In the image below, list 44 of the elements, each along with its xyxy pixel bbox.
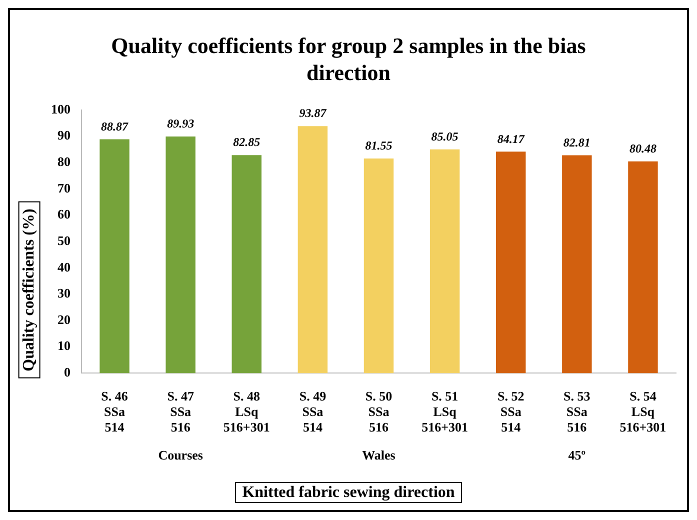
x-tick-label: S. 50 SSa 516 [365,388,392,435]
y-tick-label: 70 [58,180,70,196]
bar [562,155,592,374]
bar [232,155,262,374]
x-tick-label: S. 52 SSa 514 [497,388,524,435]
y-tick-label: 40 [58,259,70,274]
data-label: 82.81 [563,135,590,150]
text: 45º [568,447,586,462]
text: Courses [158,447,203,462]
x-tick-label: S. 54 LSq 516+301 [620,388,666,435]
data-label: 82.85 [233,135,260,150]
data-label: 80.48 [629,141,656,156]
y-tick-label: 100 [51,101,70,116]
y-tick-label: 80 [58,154,70,169]
x-axis-title: Knitted fabric sewing direction [235,482,462,503]
bar [364,158,394,374]
bar [496,152,526,374]
x-tick-label: S. 46 SSa 514 [101,388,128,435]
x-tick-label: S. 51 LSq 516+301 [422,388,468,435]
bar [166,136,196,374]
bar [298,126,328,374]
data-label: 84.17 [497,132,526,146]
data-label: 88.87 [101,119,130,134]
text: Wales [362,447,396,462]
data-label: 85.05 [431,129,458,144]
y-tick-label: 0 [64,364,70,380]
bar [628,161,658,374]
bar [100,139,130,374]
y-tick-label: 60 [58,206,70,222]
chart-title: Quality coefficients for group 2 samples in the bias direction [110,32,587,86]
x-tick-label: S. 48 LSq 516+301 [223,388,270,435]
bar [430,149,460,374]
y-tick-label: 10 [58,338,70,354]
y-axis-title: Quality coefficients (%) [18,202,40,378]
y-tick-label: 30 [58,286,70,301]
data-label: 89.93 [167,116,194,131]
y-tick-label: 90 [58,128,70,143]
x-tick-label: S. 53 SSa 516 [564,388,591,435]
y-tick-label: 20 [58,312,70,327]
y-tick-label: 50 [58,232,70,248]
data-label: 93.87 [299,106,328,120]
x-tick-label: S. 49 SSa 514 [299,388,327,435]
x-tick-label: S. 47 SSa 516 [167,388,194,435]
data-label: 81.55 [365,138,392,153]
